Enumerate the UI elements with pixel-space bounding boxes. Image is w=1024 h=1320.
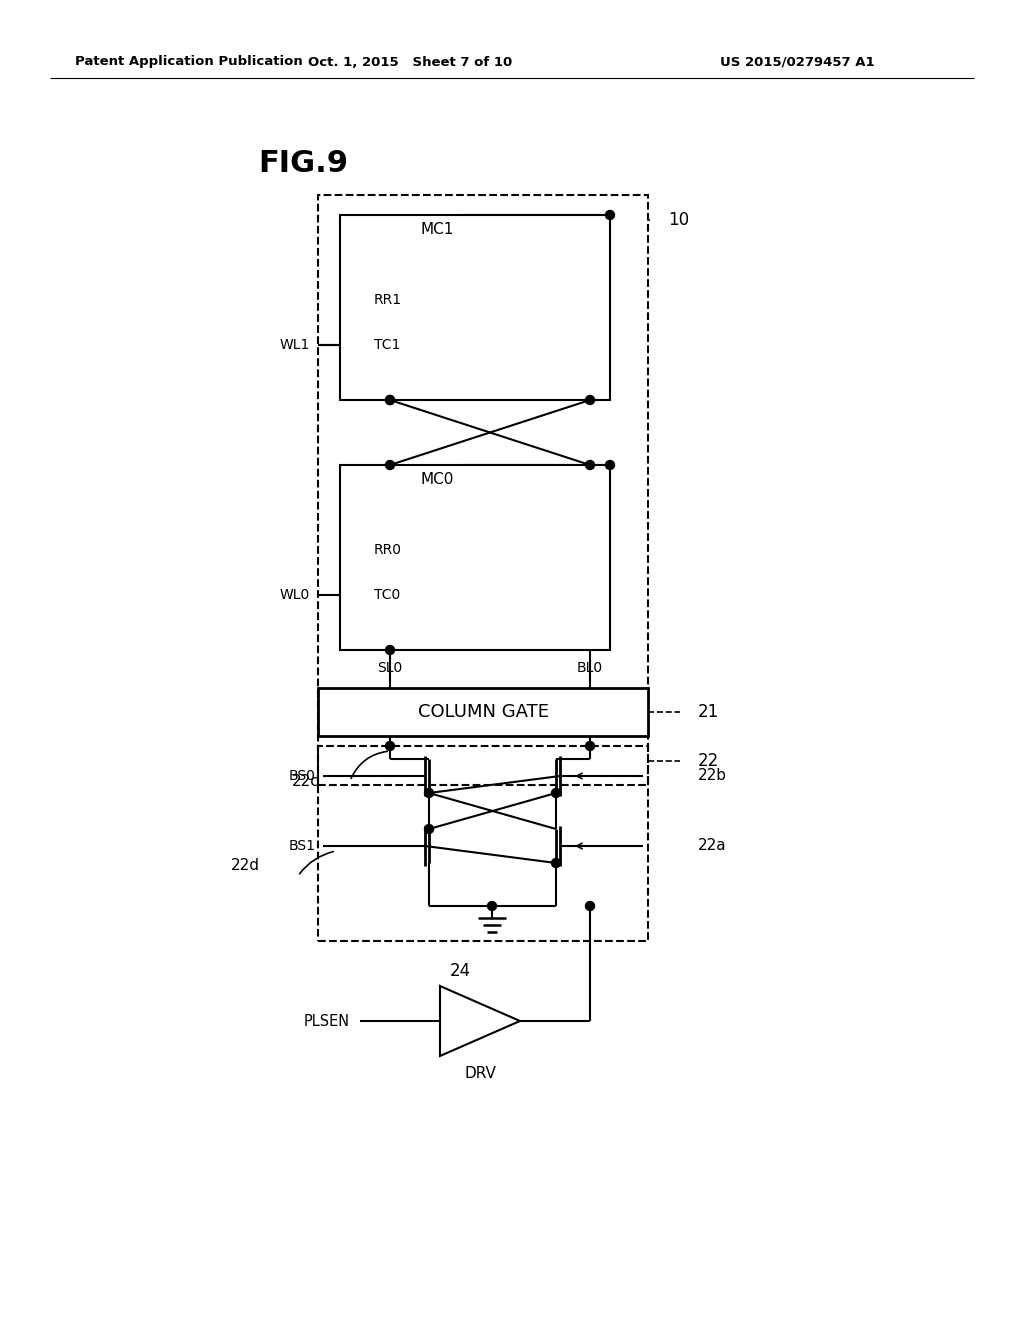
Circle shape [586, 902, 595, 911]
Text: TC1: TC1 [374, 338, 400, 352]
Text: 22c: 22c [292, 774, 319, 788]
Text: MC0: MC0 [420, 471, 454, 487]
Bar [362, 503, 587, 634]
Circle shape [385, 742, 394, 751]
Text: SL0: SL0 [378, 661, 402, 675]
Text: RR1: RR1 [374, 293, 402, 308]
Text: WL1: WL1 [280, 338, 310, 352]
Circle shape [605, 210, 614, 219]
Text: 22b: 22b [698, 768, 727, 784]
Text: 22: 22 [698, 752, 719, 770]
Circle shape [552, 858, 560, 867]
Text: BS0: BS0 [289, 770, 316, 783]
Text: 24: 24 [450, 962, 471, 979]
Bar [340, 215, 610, 400]
Text: 22d: 22d [231, 858, 260, 874]
Text: Oct. 1, 2015   Sheet 7 of 10: Oct. 1, 2015 Sheet 7 of 10 [308, 55, 512, 69]
Text: US 2015/0279457 A1: US 2015/0279457 A1 [720, 55, 874, 69]
Circle shape [385, 396, 394, 404]
Circle shape [586, 461, 595, 470]
Text: RR0: RR0 [374, 543, 402, 557]
Circle shape [385, 645, 394, 655]
Text: PLSEN: PLSEN [304, 1014, 350, 1028]
Circle shape [425, 788, 433, 797]
Text: MC1: MC1 [420, 222, 454, 236]
Bar [318, 688, 648, 737]
Text: 21: 21 [698, 704, 719, 721]
Text: WL0: WL0 [280, 587, 310, 602]
Circle shape [586, 396, 595, 404]
Circle shape [487, 902, 497, 911]
Circle shape [552, 788, 560, 797]
Text: Patent Application Publication: Patent Application Publication [75, 55, 303, 69]
Circle shape [385, 461, 394, 470]
Bar [340, 465, 610, 649]
Circle shape [586, 742, 595, 751]
Text: 22a: 22a [698, 838, 727, 854]
Bar [362, 253, 587, 383]
Bar [318, 195, 648, 785]
Bar [318, 746, 648, 941]
Text: COLUMN GATE: COLUMN GATE [418, 704, 549, 721]
Text: DRV: DRV [464, 1067, 496, 1081]
Text: BS1: BS1 [289, 840, 316, 853]
Circle shape [385, 396, 394, 404]
Text: TC0: TC0 [374, 587, 400, 602]
Text: FIG.9: FIG.9 [258, 149, 348, 177]
Circle shape [605, 461, 614, 470]
Circle shape [425, 825, 433, 833]
Text: BL0: BL0 [577, 661, 603, 675]
Text: 10: 10 [668, 211, 689, 228]
